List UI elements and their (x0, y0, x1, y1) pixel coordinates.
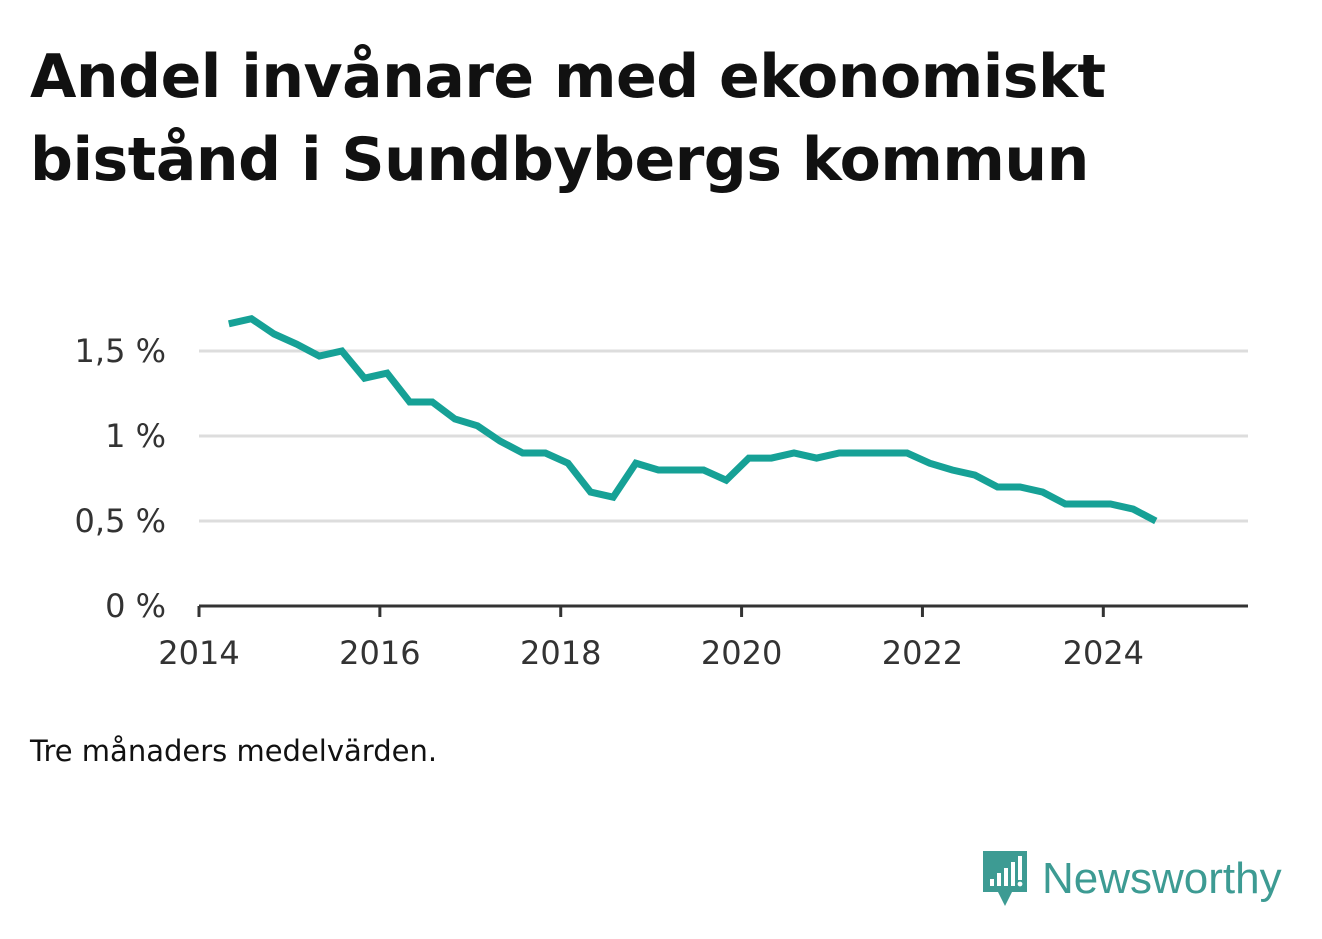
x-axis: 2014 2016 2018 2020 2022 2024 (158, 604, 1248, 672)
brand-name: Newsworthy (1042, 854, 1282, 903)
y-tick-label: 0 % (105, 587, 166, 625)
y-axis-labels: 0 % 0,5 % 1 % 1,5 % (75, 332, 166, 625)
brand-logo: Newsworthy (980, 848, 1282, 910)
x-tick-label: 2022 (882, 634, 963, 672)
newsworthy-logo-icon (983, 851, 1027, 906)
grid-lines (199, 349, 1248, 523)
chart-note: Tre månaders medelvärden. (30, 734, 438, 768)
x-tick-label: 2016 (339, 634, 420, 672)
series-line (228, 314, 1158, 525)
series-layer (228, 314, 1158, 525)
y-tick-label: 1 % (105, 417, 166, 455)
x-tick-label: 2018 (520, 634, 601, 672)
x-tick-label: 2014 (158, 634, 239, 672)
x-tick-label: 2020 (701, 634, 782, 672)
chart-title: Andel invånare med ekonomiskt bistånd i … (30, 42, 1106, 195)
y-tick-label: 0,5 % (75, 502, 166, 540)
y-tick-label: 1,5 % (75, 332, 166, 370)
x-tick-label: 2024 (1063, 634, 1144, 672)
